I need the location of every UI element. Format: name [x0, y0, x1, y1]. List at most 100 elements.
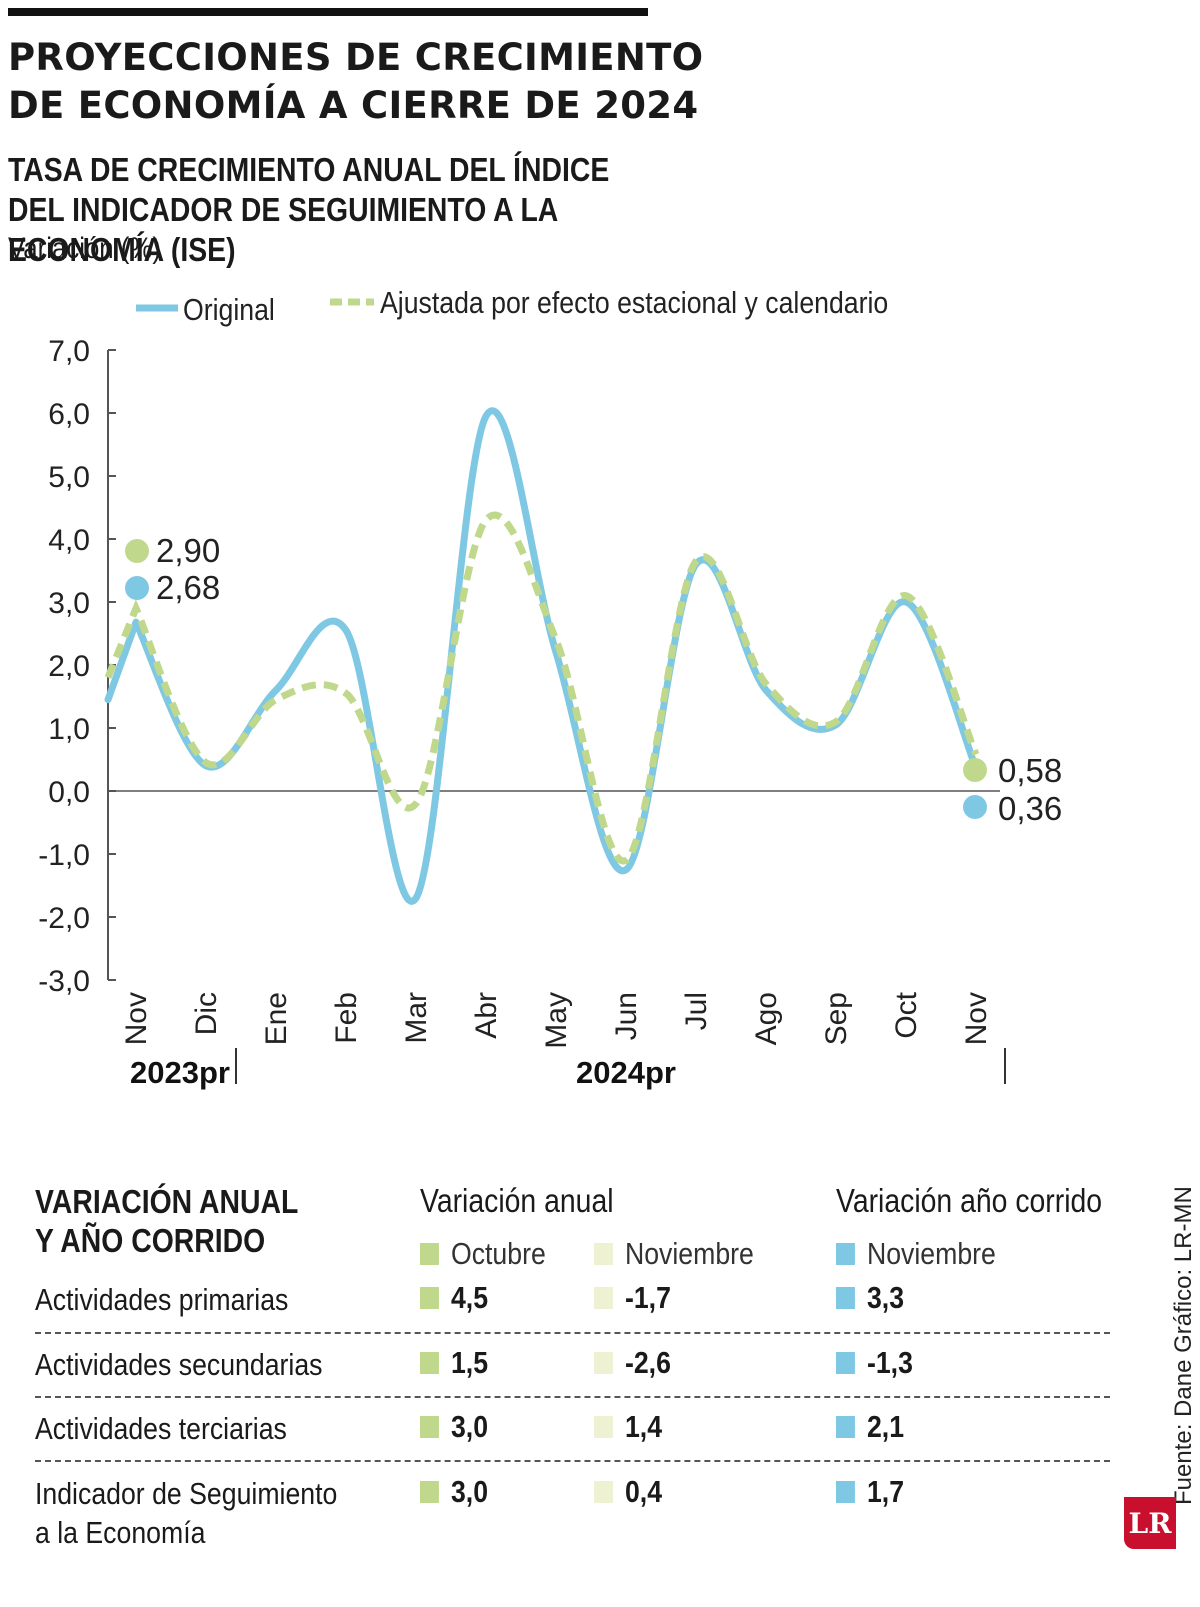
y-tick-label: -1,0	[38, 839, 90, 872]
legend-label-original: Original	[183, 293, 275, 327]
unit-label: Variación (%)	[8, 232, 161, 265]
x-tick-label: May	[540, 992, 573, 1049]
y-tick-label: 1,0	[48, 713, 90, 746]
x-tick-label: Abr	[470, 992, 503, 1039]
row-divider	[35, 1332, 1110, 1334]
header-annual: Variación anual	[420, 1182, 614, 1219]
swatch	[420, 1481, 439, 1503]
end-callout-original: 0,36	[998, 790, 1062, 827]
row-terciarias-oct: 3,0	[420, 1409, 488, 1445]
swatch	[594, 1352, 613, 1374]
y-tick-label: 7,0	[48, 335, 90, 368]
x-tick-label: Sep	[820, 992, 853, 1045]
y-tick-label: 4,0	[48, 524, 90, 557]
row-ise-nov: 0,4	[594, 1474, 662, 1510]
value: -2,6	[624, 1345, 671, 1380]
source-credit: Fuente: Dane Gráfico: LR-MN	[1170, 1186, 1197, 1505]
row-label-terciarias: Actividades terciarias	[35, 1411, 287, 1446]
series-line-original	[104, 407, 980, 905]
ytd-swatch	[836, 1243, 855, 1265]
subheader-ytd-label: Noviembre	[866, 1236, 996, 1271]
x-tick-label: Ene	[260, 992, 293, 1045]
y-tick-label: 0,0	[48, 776, 90, 809]
year-label: 2024pr	[576, 1055, 676, 1090]
start-dot-original	[125, 576, 149, 600]
subheader-october-label: Octubre	[450, 1236, 546, 1271]
row-label-primarias: Actividades primarias	[35, 1282, 289, 1317]
start-callout-ajustada: 2,90	[156, 532, 220, 569]
swatch	[420, 1287, 439, 1309]
row-primarias-nov: -1,7	[594, 1280, 671, 1316]
x-tick-label: Nov	[120, 992, 153, 1045]
october-swatch	[420, 1243, 439, 1265]
value: 3,0	[450, 1409, 489, 1444]
subheader-november-label: Noviembre	[624, 1236, 754, 1271]
value: 1,4	[624, 1409, 663, 1444]
x-tick-label: Feb	[330, 992, 363, 1044]
series-line-ajustada	[104, 511, 980, 865]
chart-subtitle: TASA DE CRECIMIENTO ANUAL DEL ÍNDICE DEL…	[8, 151, 610, 268]
row-secundarias-oct: 1,5	[420, 1345, 488, 1381]
swatch	[836, 1481, 855, 1503]
value: 4,5	[450, 1280, 489, 1315]
swatch	[420, 1416, 439, 1438]
y-tick-label: -3,0	[38, 965, 90, 998]
row-secundarias-ytd: -1,3	[836, 1345, 913, 1381]
x-tick-label: Mar	[400, 992, 433, 1044]
swatch	[836, 1287, 855, 1309]
x-tick-label: Nov	[960, 992, 993, 1045]
table-title: VARIACIÓN ANUAL Y AÑO CORRIDO	[35, 1183, 298, 1259]
start-callout-original: 2,68	[156, 569, 220, 606]
swatch	[594, 1416, 613, 1438]
page-title: PROYECCIONES DE CRECIMIENTO DE ECONOMÍA …	[8, 36, 704, 127]
row-ise-ytd: 1,7	[836, 1474, 904, 1510]
y-tick-label: 5,0	[48, 461, 90, 494]
value: 1,7	[866, 1474, 905, 1509]
row-divider	[35, 1460, 1110, 1462]
start-dot-ajustada	[125, 539, 149, 563]
row-ise-oct: 3,0	[420, 1474, 488, 1510]
row-primarias-ytd: 3,3	[836, 1280, 904, 1316]
subheader-ytd-november: Noviembre	[836, 1236, 996, 1272]
x-tick-label: Dic	[190, 992, 223, 1035]
lr-logo: LR	[1124, 1497, 1176, 1549]
row-label-secundarias: Actividades secundarias	[35, 1347, 323, 1382]
line-chart: 7,0 6,0 5,0 4,0 3,0 2,0 1,0 0,0 -1,0 -2,0 -3,0 Nov D…	[38, 286, 1062, 1090]
row-terciarias-ytd: 2,1	[836, 1409, 904, 1445]
y-tick-label: 3,0	[48, 587, 90, 620]
top-rule	[8, 8, 648, 16]
row-divider	[35, 1396, 1110, 1398]
row-terciarias-nov: 1,4	[594, 1409, 662, 1445]
x-tick-label: Oct	[890, 991, 923, 1038]
value: 2,1	[866, 1409, 905, 1444]
november-swatch	[594, 1243, 613, 1265]
value: 3,3	[866, 1280, 905, 1315]
x-tick-label: Jul	[680, 992, 713, 1030]
value: -1,3	[866, 1345, 913, 1380]
year-label: 2023pr	[130, 1055, 230, 1090]
value: 0,4	[624, 1474, 663, 1509]
row-primarias-oct: 4,5	[420, 1280, 488, 1316]
end-callout-ajustada: 0,58	[998, 752, 1062, 789]
x-tick-label: Ago	[750, 992, 783, 1045]
legend-label-ajustada: Ajustada por efecto estacional y calenda…	[380, 286, 888, 320]
subheader-november: Noviembre	[594, 1236, 754, 1272]
swatch	[594, 1287, 613, 1309]
y-tick-label: -2,0	[38, 902, 90, 935]
swatch	[836, 1352, 855, 1374]
x-tick-label: Jun	[610, 992, 643, 1040]
y-tick-label: 6,0	[48, 398, 90, 431]
swatch	[594, 1481, 613, 1503]
end-dot-original	[963, 795, 987, 819]
value: 1,5	[450, 1345, 489, 1380]
y-tick-label: 2,0	[48, 650, 90, 683]
end-dot-ajustada	[963, 758, 987, 782]
value: -1,7	[624, 1280, 671, 1315]
row-secundarias-nov: -2,6	[594, 1345, 671, 1381]
header-ytd: Variación año corrido	[836, 1182, 1103, 1219]
row-label-ise: Indicador de Seguimiento a la Economía	[35, 1476, 338, 1550]
subheader-october: Octubre	[420, 1236, 546, 1272]
swatch	[836, 1416, 855, 1438]
swatch	[420, 1352, 439, 1374]
